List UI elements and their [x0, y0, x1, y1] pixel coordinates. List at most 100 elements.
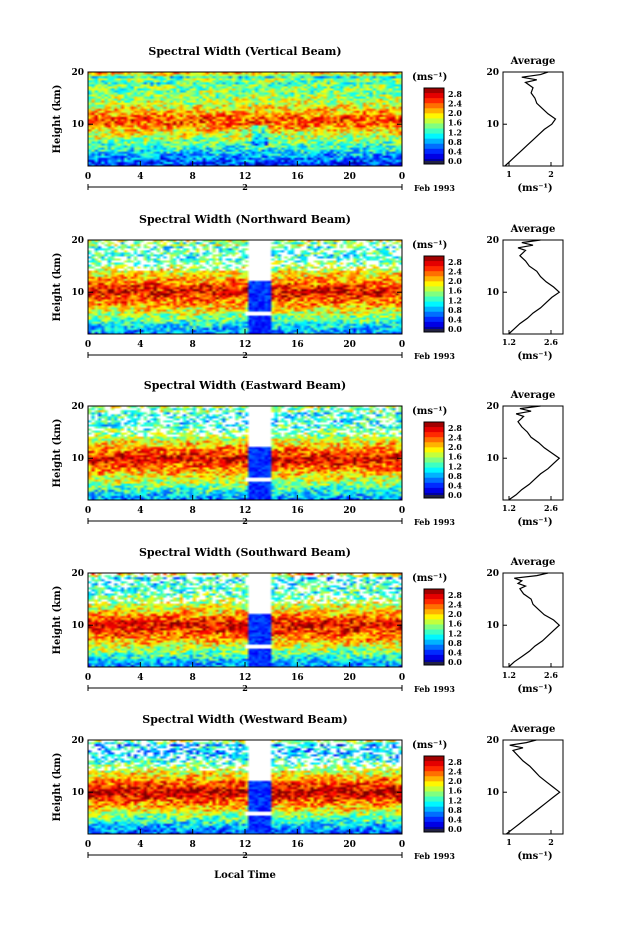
- x-tick-label: 16: [291, 340, 304, 350]
- colorbar-swatch: [424, 452, 444, 458]
- day-label: 2: [242, 516, 248, 526]
- colorbar-swatch: [424, 766, 444, 772]
- colorbar-tick-label: 2.8: [448, 257, 462, 267]
- average-frame: [502, 239, 564, 335]
- x-tick-label: 20: [343, 673, 356, 683]
- x-tick-label: 8: [190, 340, 196, 350]
- y-tick-label: 10: [71, 288, 84, 298]
- average-unit: (ms⁻¹): [517, 851, 552, 862]
- x-tick-label: 16: [291, 840, 304, 850]
- colorbar-tick-label: 1.2: [448, 628, 462, 638]
- colorbar-tick-label: 1.2: [448, 795, 462, 805]
- date-label: Feb 1993: [414, 183, 455, 193]
- average-y-tick-label: 20: [486, 402, 499, 412]
- panel-title: Spectral Width (Westward Beam): [142, 713, 347, 726]
- colorbar-frame: [423, 421, 445, 499]
- colorbar-tick-label: 2.4: [448, 767, 462, 777]
- colorbar-swatch: [424, 811, 444, 818]
- y-tick-label: 20: [71, 68, 84, 78]
- colorbar-swatch: [424, 93, 444, 99]
- y-axis-label: Height (km): [52, 586, 63, 655]
- colorbar-swatch: [424, 118, 444, 124]
- heatmap-image: [88, 240, 402, 334]
- colorbar-tick-label: 1.2: [448, 295, 462, 305]
- average-y-tick-label: 10: [486, 788, 499, 798]
- day-label: 2: [242, 850, 248, 860]
- colorbar-swatch: [424, 123, 444, 130]
- average-title: Average: [510, 224, 556, 235]
- average-y-tick-label: 10: [486, 454, 499, 464]
- colorbar-tick-label: 1.6: [448, 118, 462, 128]
- x-tick-label: 8: [190, 840, 196, 850]
- average-title: Average: [510, 724, 556, 735]
- colorbar-swatch: [424, 821, 444, 828]
- y-axis-label: Height (km): [52, 419, 63, 488]
- y-axis-label: Height (km): [52, 85, 63, 154]
- colorbar-tick-label: 2.8: [448, 757, 462, 767]
- colorbar-base: [424, 495, 444, 498]
- colorbar-swatch: [424, 609, 444, 615]
- average-y-tick-label: 20: [486, 236, 499, 246]
- colorbar-swatch: [424, 276, 444, 282]
- colorbar-swatch: [424, 271, 444, 277]
- colorbar-swatch: [424, 88, 444, 94]
- day-label: 2: [242, 683, 248, 693]
- colorbar-tick-label: 0.0: [448, 324, 462, 334]
- x-tick-label: 0: [85, 340, 91, 350]
- colorbar-swatch: [424, 639, 444, 646]
- colorbar-tick-label: 1.6: [448, 619, 462, 629]
- colorbar-unit: (ms⁻¹): [412, 72, 447, 83]
- colorbar-swatch: [424, 604, 444, 610]
- x-tick-label: 20: [343, 172, 356, 182]
- y-tick-label: 10: [71, 120, 84, 130]
- colorbar-swatch: [424, 589, 444, 595]
- colorbar-tick-label: 0.0: [448, 156, 462, 166]
- colorbar-swatch: [424, 786, 444, 792]
- average-y-tick-label: 20: [486, 736, 499, 746]
- average-unit: (ms⁻¹): [517, 517, 552, 528]
- colorbar-swatch: [424, 614, 444, 620]
- average-profile-line: [508, 239, 561, 335]
- colorbar-swatch: [424, 442, 444, 448]
- y-tick-label: 10: [71, 454, 84, 464]
- colorbar-swatch: [424, 482, 444, 489]
- colorbar-tick-label: 0.0: [448, 657, 462, 667]
- colorbar-tick-label: 0.8: [448, 638, 462, 648]
- colorbar-swatch: [424, 776, 444, 782]
- colorbar-swatch: [424, 143, 444, 150]
- average-profile-line: [508, 572, 561, 668]
- colorbar-swatch: [424, 619, 444, 625]
- colorbar-tick-label: 2.0: [448, 276, 462, 286]
- colorbar-swatch: [424, 477, 444, 484]
- colorbar-swatch: [424, 594, 444, 600]
- colorbar-swatch: [424, 624, 444, 631]
- x-tick-label: 20: [343, 506, 356, 516]
- average-y-tick-label: 10: [486, 120, 499, 130]
- x-axis-label: Local Time: [214, 870, 276, 881]
- average-x-tick-label: 1: [506, 837, 512, 847]
- colorbar-swatch: [424, 296, 444, 303]
- colorbar-swatch: [424, 796, 444, 803]
- average-frame: [502, 405, 564, 501]
- colorbar-swatch: [424, 261, 444, 267]
- average-x-tick-label: 1: [506, 169, 512, 179]
- x-tick-label: 0: [399, 673, 405, 683]
- colorbar-swatch: [424, 301, 444, 308]
- colorbar-swatch: [424, 634, 444, 641]
- average-x-tick-label: 1.2: [502, 670, 516, 680]
- panel-title: Spectral Width (Southward Beam): [139, 546, 351, 559]
- colorbar-swatch: [424, 422, 444, 428]
- colorbar-tick-label: 2.4: [448, 600, 462, 610]
- colorbar-swatch: [424, 654, 444, 661]
- average-x-tick-label: 2.6: [544, 670, 558, 680]
- colorbar-swatch: [424, 472, 444, 479]
- y-tick-label: 10: [71, 788, 84, 798]
- heatmap-image: [88, 573, 402, 667]
- x-tick-label: 20: [343, 840, 356, 850]
- heatmap-image: [88, 72, 402, 166]
- colorbar-swatch: [424, 432, 444, 438]
- colorbar-swatch: [424, 457, 444, 464]
- heatmap-image: [88, 740, 402, 834]
- colorbar-swatch: [424, 806, 444, 813]
